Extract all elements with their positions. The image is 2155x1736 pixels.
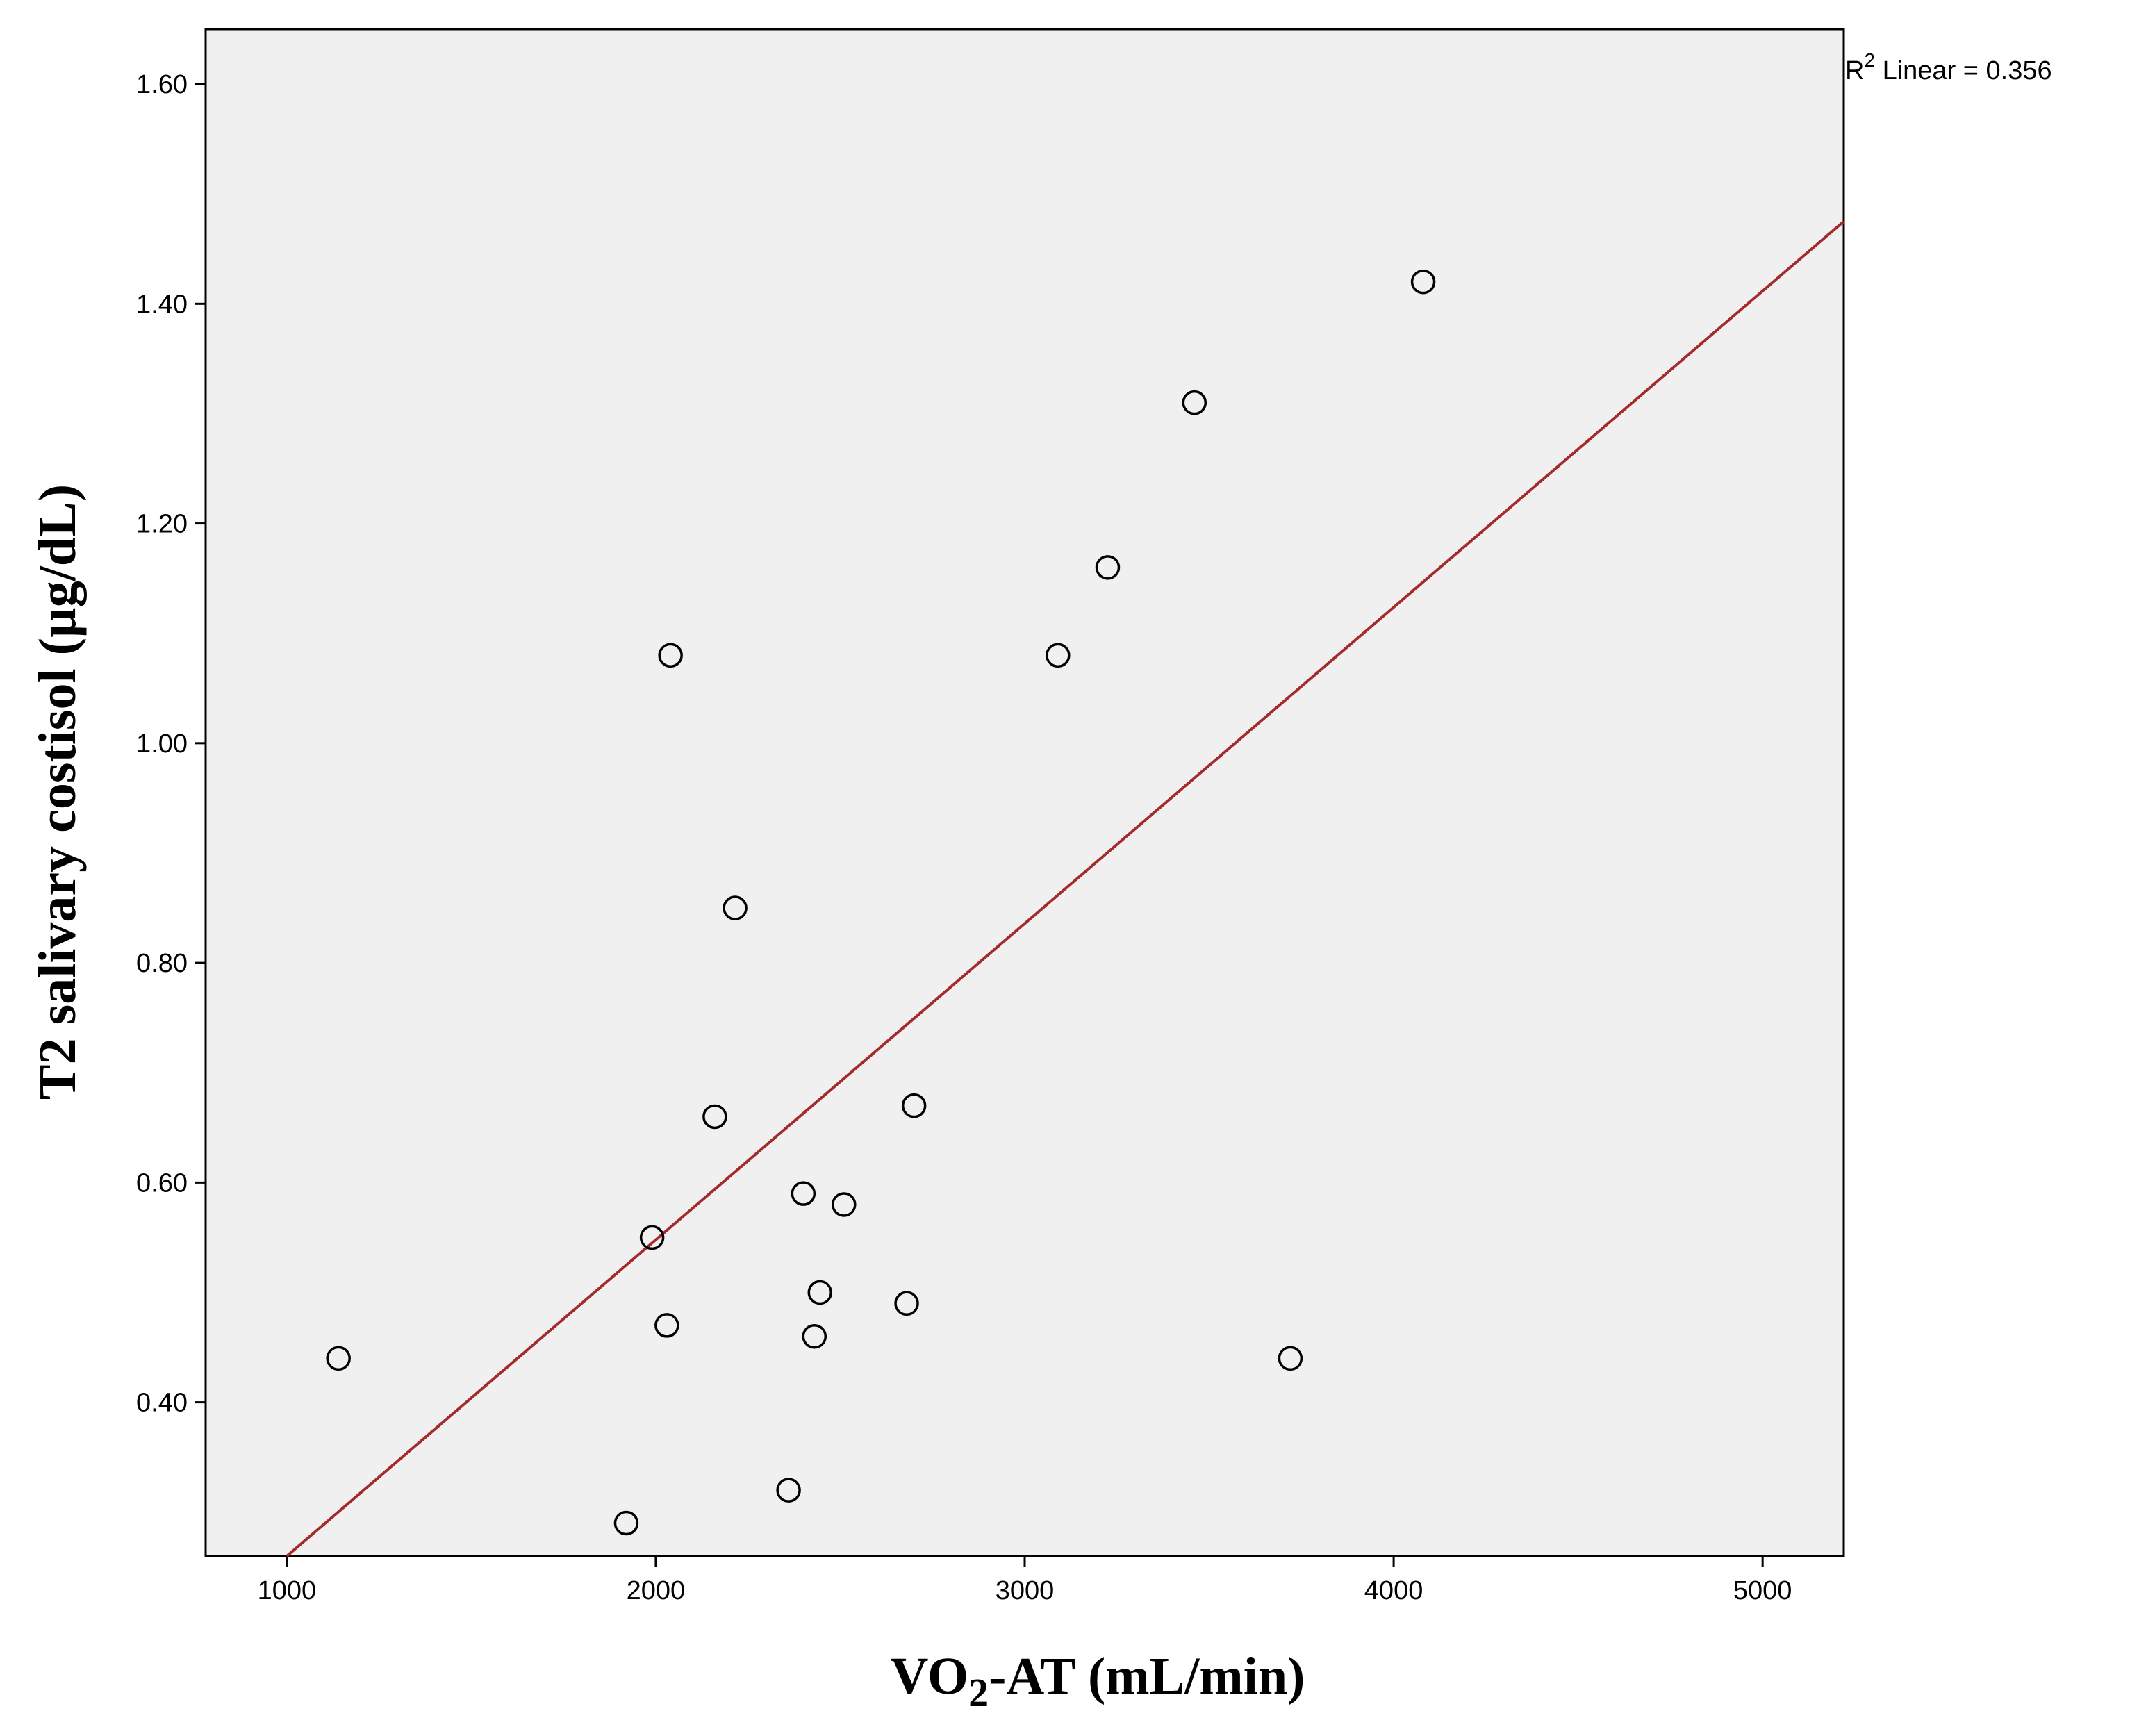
- data-point: [723, 895, 748, 920]
- data-point: [326, 1346, 351, 1371]
- x-axis: 1000 2000 3000 4000 5000: [258, 1556, 1792, 1605]
- data-point: [702, 1104, 727, 1130]
- data-point: [1046, 643, 1071, 668]
- data-point: [776, 1478, 801, 1503]
- data-point: [807, 1280, 832, 1305]
- plot-area: [204, 28, 1845, 1557]
- x-axis-title-post: -AT (mL/min): [989, 1647, 1305, 1705]
- data-points: [326, 269, 1436, 1536]
- x-axis-title: VO2-AT (mL/min): [891, 1647, 1305, 1715]
- data-point: [901, 1093, 927, 1118]
- x-tick-label: 4000: [1364, 1576, 1423, 1605]
- y-tick-label: 1.60: [136, 70, 188, 99]
- x-axis-title-subscript: 2: [968, 1670, 989, 1715]
- x-tick-label: 5000: [1733, 1576, 1792, 1605]
- data-point: [639, 1225, 665, 1250]
- data-point: [613, 1510, 639, 1536]
- y-tick-label: 0.80: [136, 949, 188, 978]
- data-point: [1095, 555, 1121, 580]
- y-tick-label: 0.40: [136, 1389, 188, 1418]
- x-tick-label: 1000: [258, 1576, 317, 1605]
- r-squared-value: Linear = 0.356: [1875, 56, 2052, 85]
- data-point: [654, 1313, 679, 1338]
- data-point: [658, 643, 683, 668]
- y-axis-title: T2 salivary costisol (µg/dL): [28, 484, 87, 1100]
- data-point: [832, 1192, 857, 1217]
- y-tick-label: 1.00: [136, 729, 188, 759]
- x-axis-title-pre: VO: [891, 1647, 968, 1705]
- data-point: [791, 1181, 816, 1206]
- r-squared-base: R: [1845, 56, 1864, 85]
- x-tick-label: 3000: [996, 1576, 1055, 1605]
- y-tick-label: 0.60: [136, 1168, 188, 1198]
- y-axis: 0.40 0.60 0.80 1.00 1.20 1.40 1.60: [136, 70, 206, 1418]
- data-point: [1182, 390, 1207, 415]
- data-point: [802, 1323, 827, 1349]
- x-tick-label: 2000: [627, 1576, 686, 1605]
- regression-line: [286, 220, 1845, 1557]
- data-point: [1278, 1346, 1303, 1371]
- y-tick-label: 1.40: [136, 290, 188, 319]
- data-point: [894, 1291, 919, 1316]
- r-squared-superscript: 2: [1864, 49, 1875, 71]
- data-point: [1410, 269, 1436, 295]
- r-squared-annotation: R2 Linear = 0.356: [1845, 49, 2052, 85]
- y-tick-label: 1.20: [136, 510, 188, 539]
